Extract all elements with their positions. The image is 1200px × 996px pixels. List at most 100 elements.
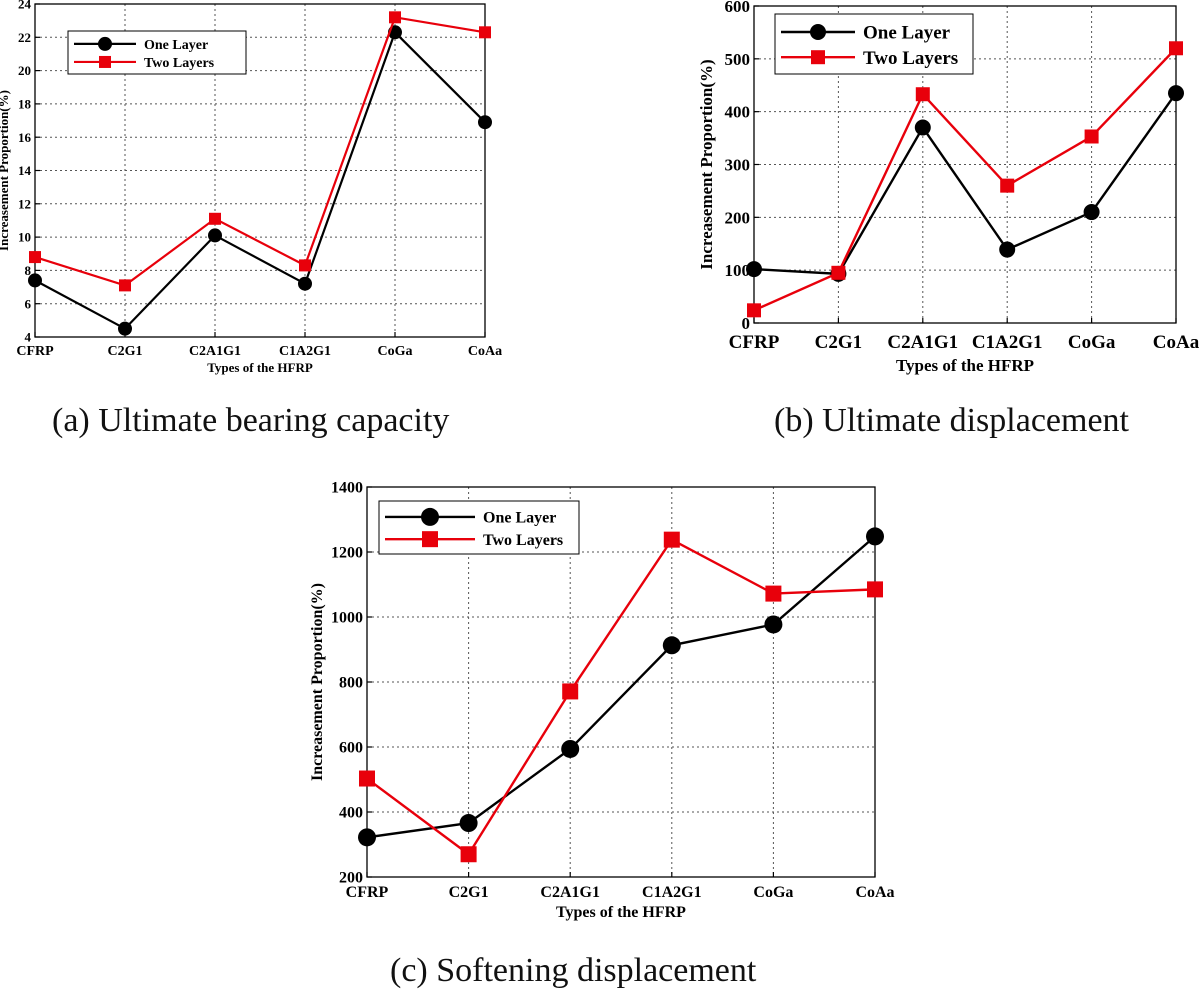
x-tick-label: CoGa — [1068, 332, 1116, 353]
x-tick-label: C2A1G1 — [540, 884, 600, 901]
y-tick-label: 18 — [18, 96, 32, 111]
data-point — [208, 228, 222, 243]
data-point — [1000, 178, 1015, 193]
y-tick-label: 12 — [18, 196, 31, 211]
data-point — [209, 212, 221, 225]
x-tick-label: CoGa — [378, 344, 413, 359]
data-point — [999, 241, 1016, 258]
x-tick-label: C2G1 — [449, 884, 489, 901]
series-line — [753, 47, 1177, 312]
y-tick-label: 14 — [18, 163, 32, 178]
y-tick-label: 600 — [339, 740, 363, 757]
y-axis-label: Increasement Proportion(%) — [697, 59, 716, 269]
series-one-layer — [358, 527, 884, 847]
legend-box — [378, 500, 580, 555]
data-point — [29, 251, 41, 264]
y-tick-label: 1400 — [331, 480, 363, 497]
y-tick-label: 300 — [725, 155, 751, 174]
y-tick-label: 100 — [725, 261, 751, 280]
data-point — [915, 87, 930, 102]
y-tick-label: 8 — [25, 263, 32, 278]
legend-marker — [421, 507, 439, 526]
chart-ultimate-bearing-capacity: 4 6 8 10 12 14 16 18 20 22 24 CFRP C2G1 C2A1G1 C1A2G1 C… — [0, 0, 502, 375]
series-line — [34, 30, 486, 331]
data-point — [663, 531, 680, 548]
y-tick-label: 20 — [18, 63, 31, 78]
legend: One Layer Two Layers — [378, 500, 580, 555]
series-line — [366, 538, 876, 856]
data-point — [389, 11, 401, 24]
legend-label: Two Layers — [483, 532, 563, 549]
series-two-layers — [359, 531, 883, 863]
data-point — [1169, 41, 1183, 56]
legend: One Layer Two Layers — [774, 13, 974, 75]
y-tick-label: 24 — [18, 0, 32, 12]
x-tick-label: C2G1 — [815, 332, 863, 353]
x-tick-label: C1A2G1 — [972, 332, 1043, 353]
x-tick-label: C1A2G1 — [279, 344, 331, 359]
data-point — [1083, 204, 1100, 221]
y-tick-label: 200 — [339, 870, 363, 887]
data-point — [764, 615, 783, 634]
data-point — [359, 770, 375, 787]
caption-ultimate-displacement: (b) Ultimate displacement — [774, 402, 1129, 439]
legend-marker — [98, 36, 112, 51]
data-point — [765, 585, 782, 602]
x-tick-label: CFRP — [729, 332, 780, 353]
y-tick-label: 600 — [725, 0, 751, 16]
y-tick-label: 4 — [25, 330, 32, 345]
data-point — [866, 527, 884, 546]
data-point — [28, 273, 42, 288]
y-tick-label: 400 — [725, 103, 751, 122]
y-axis-label: Increasement Proportion(%) — [309, 583, 326, 781]
x-tick-label: CoAa — [1153, 332, 1200, 353]
x-tick-label: CoGa — [753, 884, 793, 901]
legend-box — [67, 30, 247, 75]
legend-marker — [811, 50, 825, 65]
data-point — [358, 828, 376, 847]
data-point — [1084, 129, 1099, 144]
legend-label: One Layer — [863, 23, 951, 44]
legend-marker — [99, 55, 111, 68]
y-tick-label: 800 — [339, 675, 363, 692]
y-tick-label: 200 — [725, 208, 751, 227]
x-tick-label: CoAa — [468, 344, 502, 359]
x-tick-label: C1A2G1 — [642, 884, 702, 901]
y-tick-label: 6 — [25, 296, 32, 311]
data-point — [298, 276, 312, 291]
data-point — [478, 115, 492, 130]
data-point — [1168, 85, 1184, 102]
x-tick-label: CFRP — [16, 344, 54, 359]
legend-marker — [422, 531, 438, 548]
legend-label: One Layer — [483, 510, 556, 527]
y-tick-label: 1000 — [331, 610, 363, 627]
x-axis-label: Types of the HFRP — [556, 904, 686, 921]
x-tick-label: C2A1G1 — [189, 344, 241, 359]
data-point — [479, 26, 491, 39]
series-line — [366, 535, 876, 839]
data-point — [867, 581, 883, 598]
data-point — [562, 683, 579, 700]
y-tick-label: 400 — [339, 805, 363, 822]
legend-label: One Layer — [144, 38, 208, 53]
data-point — [831, 265, 846, 280]
data-point — [460, 846, 477, 863]
series-one-layer — [28, 25, 492, 336]
y-tick-label: 1200 — [331, 545, 363, 562]
y-tick-label: 0 — [742, 314, 751, 333]
legend-label: Two Layers — [863, 48, 958, 69]
y-tick-label: 16 — [18, 130, 32, 145]
data-point — [119, 279, 131, 292]
x-tick-label: C2G1 — [108, 344, 143, 359]
y-tick-label: 500 — [725, 50, 751, 69]
x-tick-label: CFRP — [346, 884, 389, 901]
x-tick-label: CoAa — [855, 884, 894, 901]
data-point — [118, 321, 132, 336]
y-axis-label: Increasement Proportion(%) — [0, 90, 11, 251]
series-two-layers — [29, 11, 491, 292]
series-two-layers — [747, 41, 1183, 318]
data-point — [747, 303, 761, 318]
legend-box — [774, 13, 974, 75]
data-point — [746, 261, 762, 278]
data-point — [914, 119, 931, 136]
